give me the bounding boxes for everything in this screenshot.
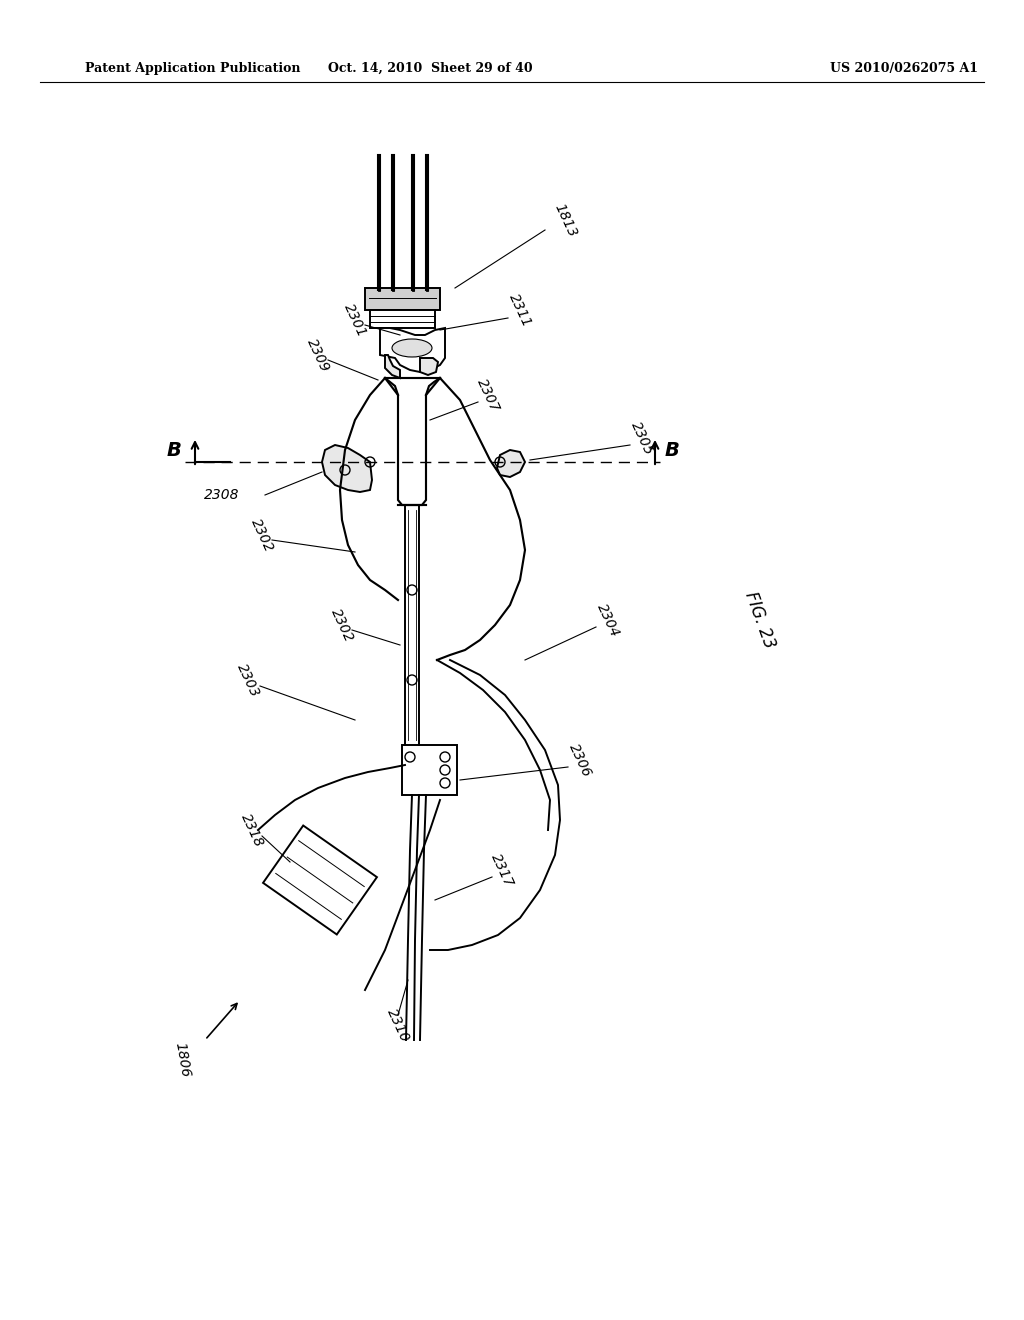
Text: 2307: 2307: [474, 376, 502, 414]
Text: 2310: 2310: [384, 1006, 412, 1044]
Polygon shape: [380, 327, 445, 372]
Bar: [378, 154, 380, 290]
Text: US 2010/0262075 A1: US 2010/0262075 A1: [830, 62, 978, 75]
Bar: [392, 154, 394, 290]
Text: B: B: [167, 441, 181, 459]
Text: 2311: 2311: [506, 290, 534, 329]
Text: 2304: 2304: [594, 601, 622, 639]
Bar: [426, 154, 428, 290]
FancyBboxPatch shape: [365, 288, 440, 310]
Polygon shape: [263, 825, 377, 935]
Text: Oct. 14, 2010  Sheet 29 of 40: Oct. 14, 2010 Sheet 29 of 40: [328, 62, 532, 75]
Polygon shape: [420, 358, 438, 375]
Bar: [402, 744, 457, 795]
Text: 2306: 2306: [566, 741, 594, 779]
Bar: [370, 310, 435, 327]
Text: Patent Application Publication: Patent Application Publication: [85, 62, 300, 75]
Text: 2318: 2318: [239, 810, 266, 849]
Text: 2305: 2305: [628, 418, 655, 457]
Ellipse shape: [392, 339, 432, 356]
Polygon shape: [385, 355, 400, 378]
Text: 2302: 2302: [248, 516, 275, 554]
Polygon shape: [497, 450, 525, 477]
Text: 2309: 2309: [304, 337, 332, 374]
Text: 2317: 2317: [488, 851, 516, 890]
Text: 1806: 1806: [172, 1041, 191, 1078]
Text: 2301: 2301: [341, 301, 369, 339]
Text: B: B: [665, 441, 680, 459]
Text: 2302: 2302: [328, 606, 356, 644]
Polygon shape: [322, 445, 372, 492]
Text: 2308: 2308: [204, 488, 240, 502]
Text: FIG. 23: FIG. 23: [741, 589, 778, 651]
Text: 1813: 1813: [551, 201, 579, 239]
Bar: [412, 154, 414, 290]
Text: 2303: 2303: [234, 661, 262, 700]
